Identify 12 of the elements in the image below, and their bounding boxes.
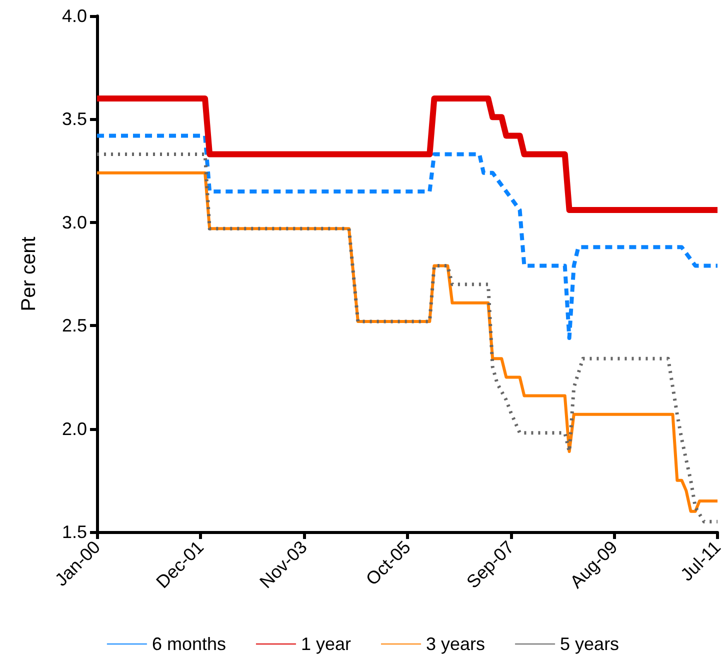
y-tick-label: 2.5 [62, 316, 87, 336]
y-tick-label: 3.0 [62, 212, 87, 232]
y-tick-label: 4.0 [62, 6, 87, 26]
y-axis-title: Per cent [18, 236, 40, 312]
legend-label: 3 years [426, 634, 486, 654]
y-tick-label: 1.5 [62, 522, 87, 542]
line-series [95, 134, 720, 340]
y-tick-label: 3.5 [62, 109, 87, 130]
legend-label: 1 year [300, 634, 352, 654]
y-tick-label: 2.0 [62, 418, 87, 439]
legend-label: 6 months [152, 634, 226, 654]
legend-label: 5 years [560, 634, 620, 654]
